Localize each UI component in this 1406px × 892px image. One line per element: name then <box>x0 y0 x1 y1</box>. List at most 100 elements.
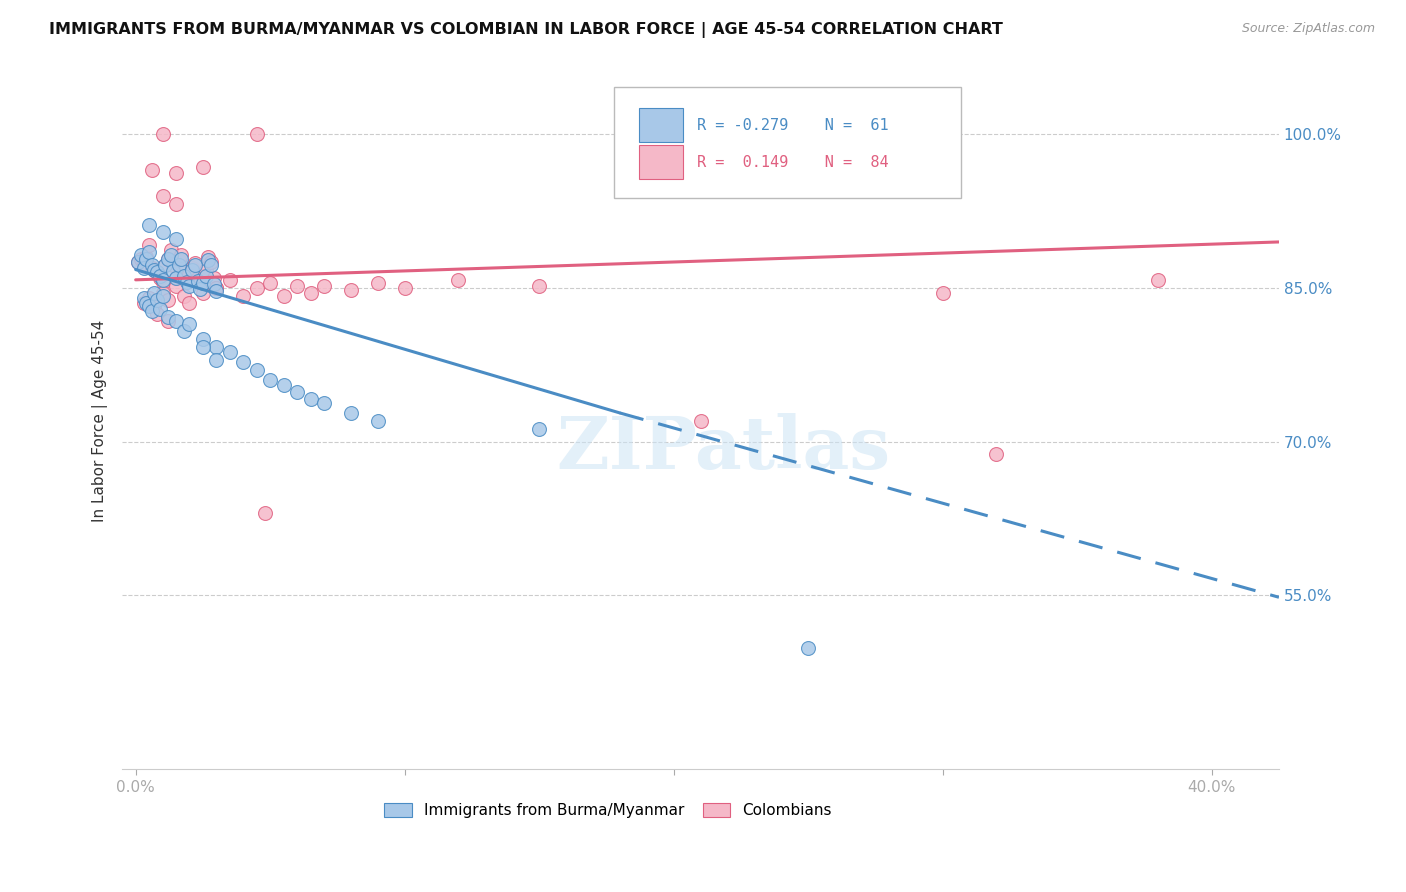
Point <box>170 252 193 267</box>
Point <box>152 275 174 289</box>
Point <box>127 255 149 269</box>
Point <box>146 265 169 279</box>
Point <box>205 340 228 354</box>
Point <box>197 253 219 268</box>
Point <box>152 225 174 239</box>
Point <box>146 293 169 308</box>
Point <box>162 259 184 273</box>
Point <box>156 293 179 308</box>
Point <box>202 277 225 291</box>
Point <box>200 259 222 273</box>
Point <box>156 252 179 267</box>
Point <box>156 252 179 267</box>
Text: IMMIGRANTS FROM BURMA/MYANMAR VS COLOMBIAN IN LABOR FORCE | AGE 45-54 CORRELATIO: IMMIGRANTS FROM BURMA/MYANMAR VS COLOMBI… <box>49 22 1002 38</box>
Point <box>143 262 166 277</box>
Point <box>194 268 217 283</box>
Point <box>259 373 281 387</box>
Text: Source: ZipAtlas.com: Source: ZipAtlas.com <box>1241 22 1375 36</box>
Point <box>149 268 172 283</box>
Point <box>340 406 363 420</box>
Point <box>986 447 1008 461</box>
Point <box>527 279 550 293</box>
Text: R =  0.149    N =  84: R = 0.149 N = 84 <box>697 154 889 169</box>
Point <box>202 270 225 285</box>
Point <box>127 255 149 269</box>
Point <box>797 641 820 656</box>
Point <box>191 286 214 301</box>
Point <box>159 243 181 257</box>
Point <box>218 344 240 359</box>
Point <box>135 296 157 310</box>
Point <box>152 128 174 142</box>
Point <box>259 276 281 290</box>
Point <box>149 270 172 285</box>
Point <box>447 273 470 287</box>
Point <box>232 355 254 369</box>
Legend: Immigrants from Burma/Myanmar, Colombians: Immigrants from Burma/Myanmar, Colombian… <box>378 797 838 824</box>
Point <box>246 128 269 142</box>
Point <box>141 303 163 318</box>
Point <box>138 218 160 232</box>
Point <box>191 160 214 174</box>
Point <box>176 275 198 289</box>
Point <box>156 314 179 328</box>
Point <box>931 286 953 301</box>
Point <box>152 189 174 203</box>
Point <box>1147 273 1170 287</box>
Point <box>173 289 195 303</box>
Point <box>165 270 187 285</box>
Point <box>191 340 214 354</box>
Point <box>165 232 187 246</box>
Point <box>367 276 389 290</box>
Point <box>179 279 201 293</box>
Point <box>143 262 166 277</box>
Point <box>188 274 211 288</box>
Point <box>312 279 335 293</box>
Point <box>129 248 152 262</box>
Point <box>205 352 228 367</box>
Point <box>152 289 174 303</box>
Point <box>149 301 172 316</box>
Point <box>186 270 208 285</box>
Point <box>138 245 160 260</box>
Point <box>143 286 166 301</box>
Point <box>179 317 201 331</box>
Point <box>253 506 276 520</box>
Point <box>173 268 195 283</box>
Point <box>167 259 190 273</box>
Point <box>132 260 155 275</box>
Text: R = -0.279    N =  61: R = -0.279 N = 61 <box>697 118 889 133</box>
Point <box>689 414 711 428</box>
Point <box>394 281 416 295</box>
Point <box>273 378 295 392</box>
Point <box>197 250 219 264</box>
Point <box>299 392 322 406</box>
Point <box>184 259 207 273</box>
Point <box>312 395 335 409</box>
Point <box>135 252 157 267</box>
Point <box>143 300 166 314</box>
Bar <box>640 109 683 142</box>
Point <box>246 281 269 295</box>
Point <box>173 324 195 338</box>
Point <box>179 296 201 310</box>
Point <box>167 253 190 268</box>
Point <box>285 279 308 293</box>
Point <box>218 273 240 287</box>
Point <box>205 281 228 295</box>
Point <box>165 314 187 328</box>
Y-axis label: In Labor Force | Age 45-54: In Labor Force | Age 45-54 <box>93 320 108 523</box>
Point <box>165 197 187 211</box>
Point <box>152 273 174 287</box>
Point <box>132 259 155 273</box>
Point <box>246 363 269 377</box>
Point <box>141 260 163 275</box>
Point <box>152 286 174 301</box>
Point <box>273 289 295 303</box>
Point <box>129 252 152 267</box>
Point <box>205 281 228 295</box>
Point <box>141 259 163 273</box>
Point <box>138 300 160 314</box>
Point <box>146 265 169 279</box>
Point <box>156 310 179 324</box>
